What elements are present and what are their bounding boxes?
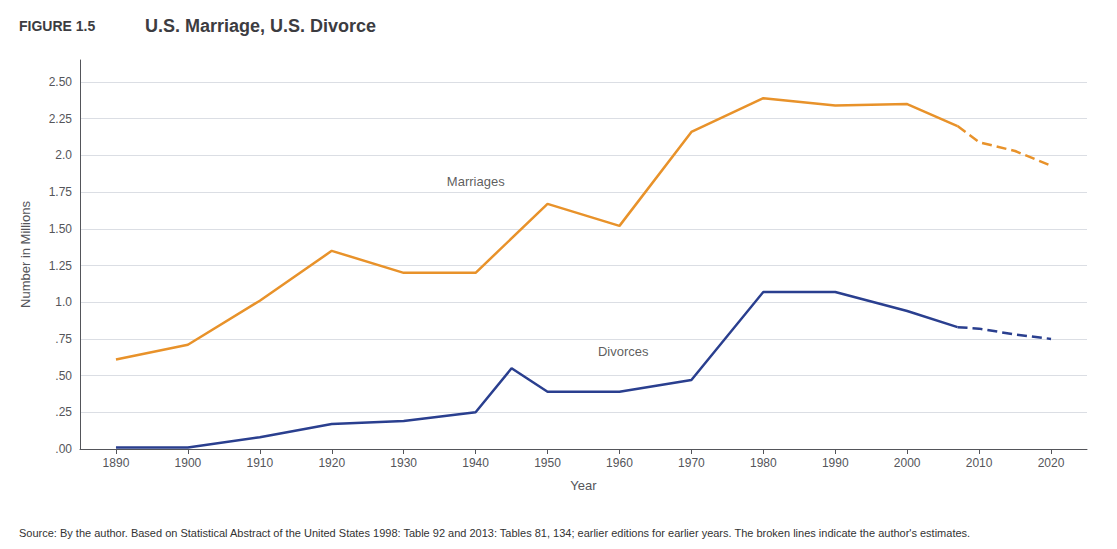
svg-text:1950: 1950 (534, 456, 561, 470)
svg-text:1.25: 1.25 (49, 259, 73, 273)
svg-text:.50: .50 (55, 369, 72, 383)
svg-text:1.75: 1.75 (49, 185, 73, 199)
svg-text:Source: By the author. Based o: Source: By the author. Based on Statisti… (19, 527, 970, 539)
svg-text:1900: 1900 (175, 456, 202, 470)
svg-text:2000: 2000 (894, 456, 921, 470)
svg-text:Marriages: Marriages (447, 174, 505, 189)
svg-text:Number in Millions: Number in Millions (18, 201, 33, 308)
svg-text:.00: .00 (55, 442, 72, 456)
svg-text:1910: 1910 (246, 456, 273, 470)
svg-text:Divorces: Divorces (598, 344, 649, 359)
svg-text:2.50: 2.50 (49, 75, 73, 89)
svg-text:.75: .75 (55, 332, 72, 346)
svg-text:1.0: 1.0 (55, 295, 72, 309)
svg-text:2010: 2010 (966, 456, 993, 470)
svg-text:2.25: 2.25 (49, 112, 73, 126)
svg-text:1940: 1940 (462, 456, 489, 470)
svg-text:2.0: 2.0 (55, 148, 72, 162)
svg-text:1990: 1990 (822, 456, 849, 470)
svg-text:1920: 1920 (318, 456, 345, 470)
svg-text:.25: .25 (55, 405, 72, 419)
svg-text:FIGURE 1.5: FIGURE 1.5 (19, 18, 95, 34)
svg-text:1960: 1960 (606, 456, 633, 470)
svg-text:U.S. Marriage, U.S. Divorce: U.S. Marriage, U.S. Divorce (145, 16, 376, 36)
svg-text:1970: 1970 (678, 456, 705, 470)
svg-text:1890: 1890 (103, 456, 130, 470)
svg-text:2020: 2020 (1038, 456, 1065, 470)
svg-text:Year: Year (570, 478, 597, 493)
svg-text:1930: 1930 (390, 456, 417, 470)
svg-text:1.50: 1.50 (49, 222, 73, 236)
svg-text:1980: 1980 (750, 456, 777, 470)
